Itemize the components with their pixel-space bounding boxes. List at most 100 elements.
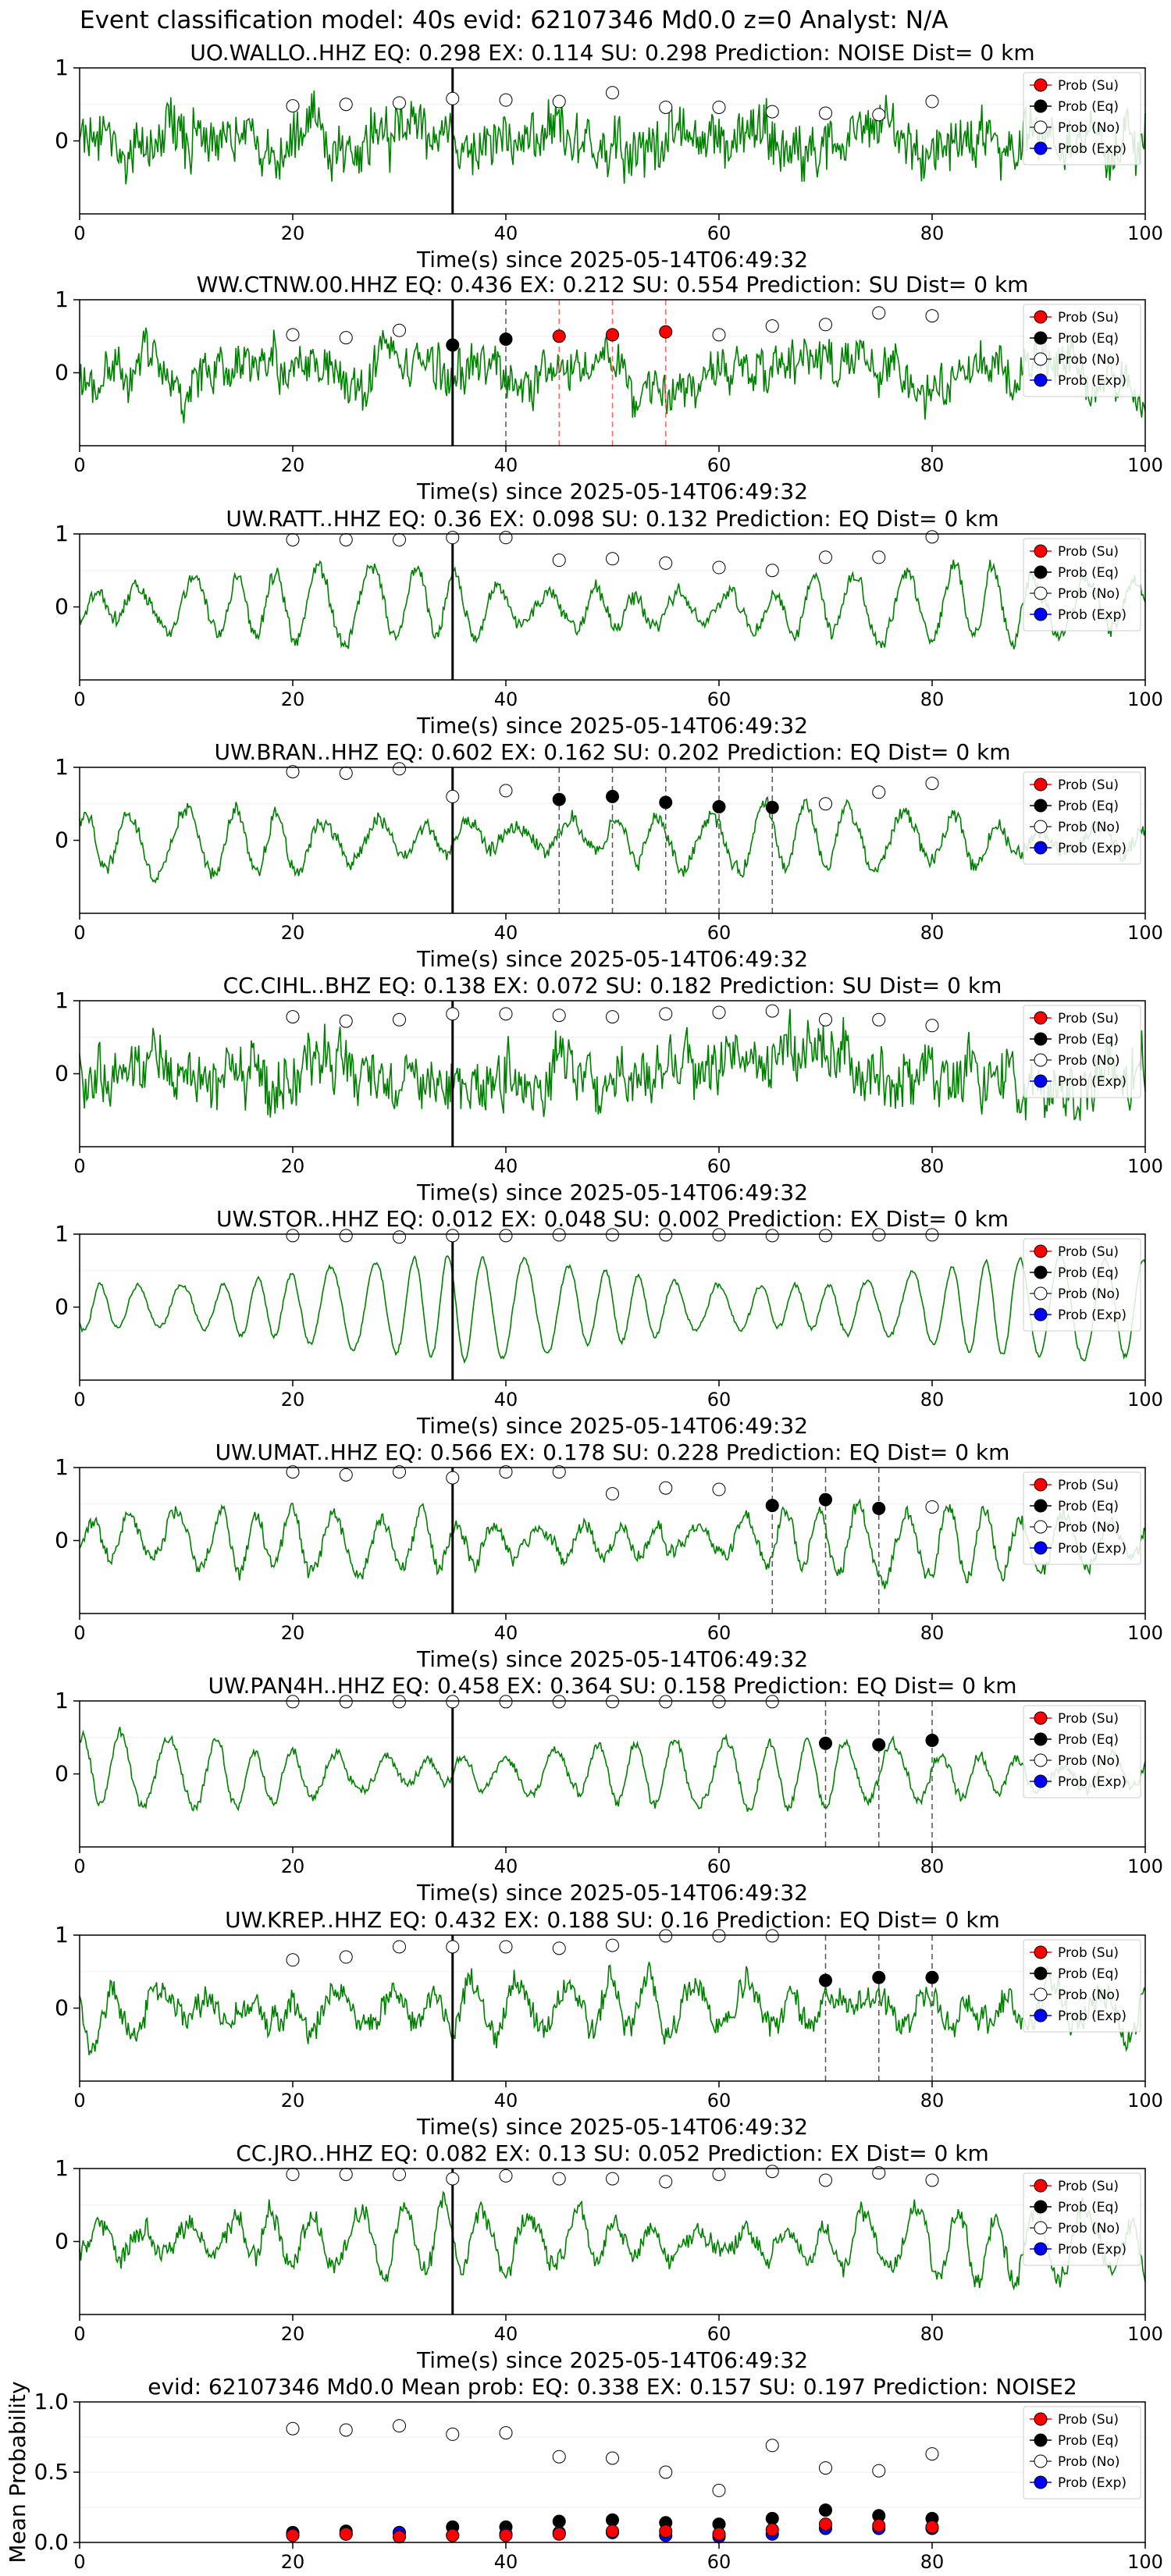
legend-marker-eq [1034, 331, 1048, 345]
panel-title: UW.UMAT..HHZ EQ: 0.566 EX: 0.178 SU: 0.2… [215, 1439, 1010, 1465]
legend-marker-no [1034, 586, 1048, 600]
x-tick-label: 100 [1127, 2090, 1163, 2112]
legend-label-no: Prob (No) [1058, 352, 1120, 368]
legend-label-eq: Prob (Eq) [1058, 2200, 1119, 2215]
legend-label-su: Prob (Su) [1058, 2412, 1119, 2428]
prob-marker-no [446, 2172, 460, 2186]
station-panel: UW.PAN4H..HHZ EQ: 0.458 EX: 0.364 SU: 0.… [55, 1673, 1163, 1905]
legend-marker-eq [1034, 1265, 1048, 1279]
x-tick-label: 20 [281, 454, 305, 476]
prob-marker-no [393, 1940, 406, 1954]
mean-prob-point-no [765, 2439, 779, 2453]
prob-marker-no [339, 1229, 353, 1243]
prob-marker-no [819, 1229, 832, 1243]
x-tick-label: 80 [920, 2551, 945, 2573]
mean-prob-point-su [606, 2524, 619, 2539]
prob-marker-no [286, 1465, 300, 1479]
prob-marker-no [286, 328, 300, 342]
mean-prob-point-eq [819, 2503, 832, 2517]
prob-marker-eq [925, 1733, 939, 1747]
waveform-trace [79, 90, 1146, 185]
prob-marker-no [606, 1010, 619, 1024]
prob-marker-no [552, 1941, 566, 1955]
mean-prob-point-no [659, 2465, 673, 2479]
waveform-trace [79, 327, 1146, 424]
prob-marker-no [765, 105, 779, 119]
x-axis-label: Time(s) since 2025-05-14T06:49:32 [416, 2114, 808, 2140]
x-tick-label: 0 [73, 1856, 85, 1877]
x-tick-label: 40 [494, 454, 518, 476]
prob-marker-no [712, 1228, 726, 1242]
prob-marker-no [339, 1950, 353, 1964]
prob-marker-no [765, 1929, 779, 1943]
legend-box [1023, 1005, 1141, 1098]
prob-marker-no [339, 766, 353, 780]
prob-marker-no [659, 1007, 673, 1021]
legend-label-exp: Prob (Exp) [1058, 2242, 1127, 2258]
legend-marker-eq [1034, 1032, 1048, 1046]
x-tick-label: 60 [707, 1622, 731, 1644]
prob-marker-no [552, 2172, 566, 2186]
prob-marker-no [393, 2167, 406, 2181]
prob-marker-no [552, 1228, 566, 1242]
y-tick-label: 0 [55, 594, 69, 620]
y-tick-label: 1 [55, 1454, 69, 1480]
legend-label-eq: Prob (Eq) [1058, 1732, 1119, 1748]
x-tick-label: 60 [707, 2323, 731, 2345]
legend-label-su: Prob (Su) [1058, 1711, 1119, 1727]
mean-prob-point-su [765, 2523, 779, 2537]
prob-marker-no [872, 1228, 886, 1242]
prob-marker-no [712, 1005, 726, 1019]
legend-label-exp: Prob (Exp) [1058, 141, 1127, 157]
x-tick-label: 40 [494, 1155, 518, 1177]
prob-marker-eq [925, 1970, 939, 1984]
x-axis-label: Time(s) since 2025-05-14T06:49:32 [416, 247, 808, 272]
y-tick-label: 1 [55, 754, 69, 780]
x-tick-label: 0 [73, 1389, 85, 1411]
legend-label-su: Prob (Su) [1058, 310, 1119, 326]
mean-prob-point-su [552, 2527, 566, 2541]
legend-marker-no [1034, 820, 1048, 834]
x-tick-label: 20 [281, 1622, 305, 1644]
legend-box [1023, 2172, 1141, 2266]
prob-marker-no [286, 1695, 300, 1709]
x-tick-label: 100 [1127, 454, 1163, 476]
legend-marker-no [1034, 2454, 1048, 2468]
mean-prob-point-eq [606, 2513, 619, 2527]
legend-marker-exp [1034, 2008, 1048, 2023]
legend-marker-no [1034, 120, 1048, 134]
x-tick-label: 100 [1127, 688, 1163, 710]
legend-label-exp: Prob (Exp) [1058, 373, 1127, 389]
x-axis-label: Time(s) since 2025-05-14T06:49:32 [416, 1646, 808, 1672]
y-tick-label: 1 [55, 1221, 69, 1247]
y-tick-label: 0 [55, 360, 69, 386]
mean-prob-point-su [925, 2520, 939, 2534]
legend-marker-no [1034, 2221, 1048, 2235]
waveform-trace [79, 1498, 1146, 1589]
mean-prob-point-no [552, 2450, 566, 2464]
x-tick-label: 60 [707, 1389, 731, 1411]
x-tick-label: 20 [281, 222, 305, 244]
prob-marker-su [606, 328, 619, 342]
legend-marker-eq [1034, 1966, 1048, 1980]
prob-marker-no [552, 94, 566, 109]
x-axis-label: Time(s) since 2025-05-14T06:49:32 [416, 1413, 808, 1439]
prob-marker-no [925, 1500, 939, 1514]
mean-prob-point-su [286, 2528, 300, 2542]
y-tick-label: 1 [55, 987, 69, 1013]
prob-marker-eq [765, 1499, 779, 1513]
prob-marker-no [286, 1229, 300, 1243]
axes-frame [79, 2168, 1146, 2315]
prob-marker-no [925, 1019, 939, 1033]
prob-marker-no [393, 323, 406, 337]
prob-marker-no [659, 1929, 673, 1943]
axes-frame [79, 1700, 1146, 1848]
station-panel: UW.UMAT..HHZ EQ: 0.566 EX: 0.178 SU: 0.2… [55, 1439, 1163, 1672]
prob-marker-no [872, 2166, 886, 2180]
x-tick-label: 0 [73, 1155, 85, 1177]
x-tick-label: 20 [281, 1389, 305, 1411]
prob-marker-no [499, 2169, 513, 2183]
legend-label-eq: Prob (Eq) [1058, 1032, 1119, 1048]
legend-marker-no [1034, 1286, 1048, 1300]
prob-marker-no [552, 1465, 566, 1479]
